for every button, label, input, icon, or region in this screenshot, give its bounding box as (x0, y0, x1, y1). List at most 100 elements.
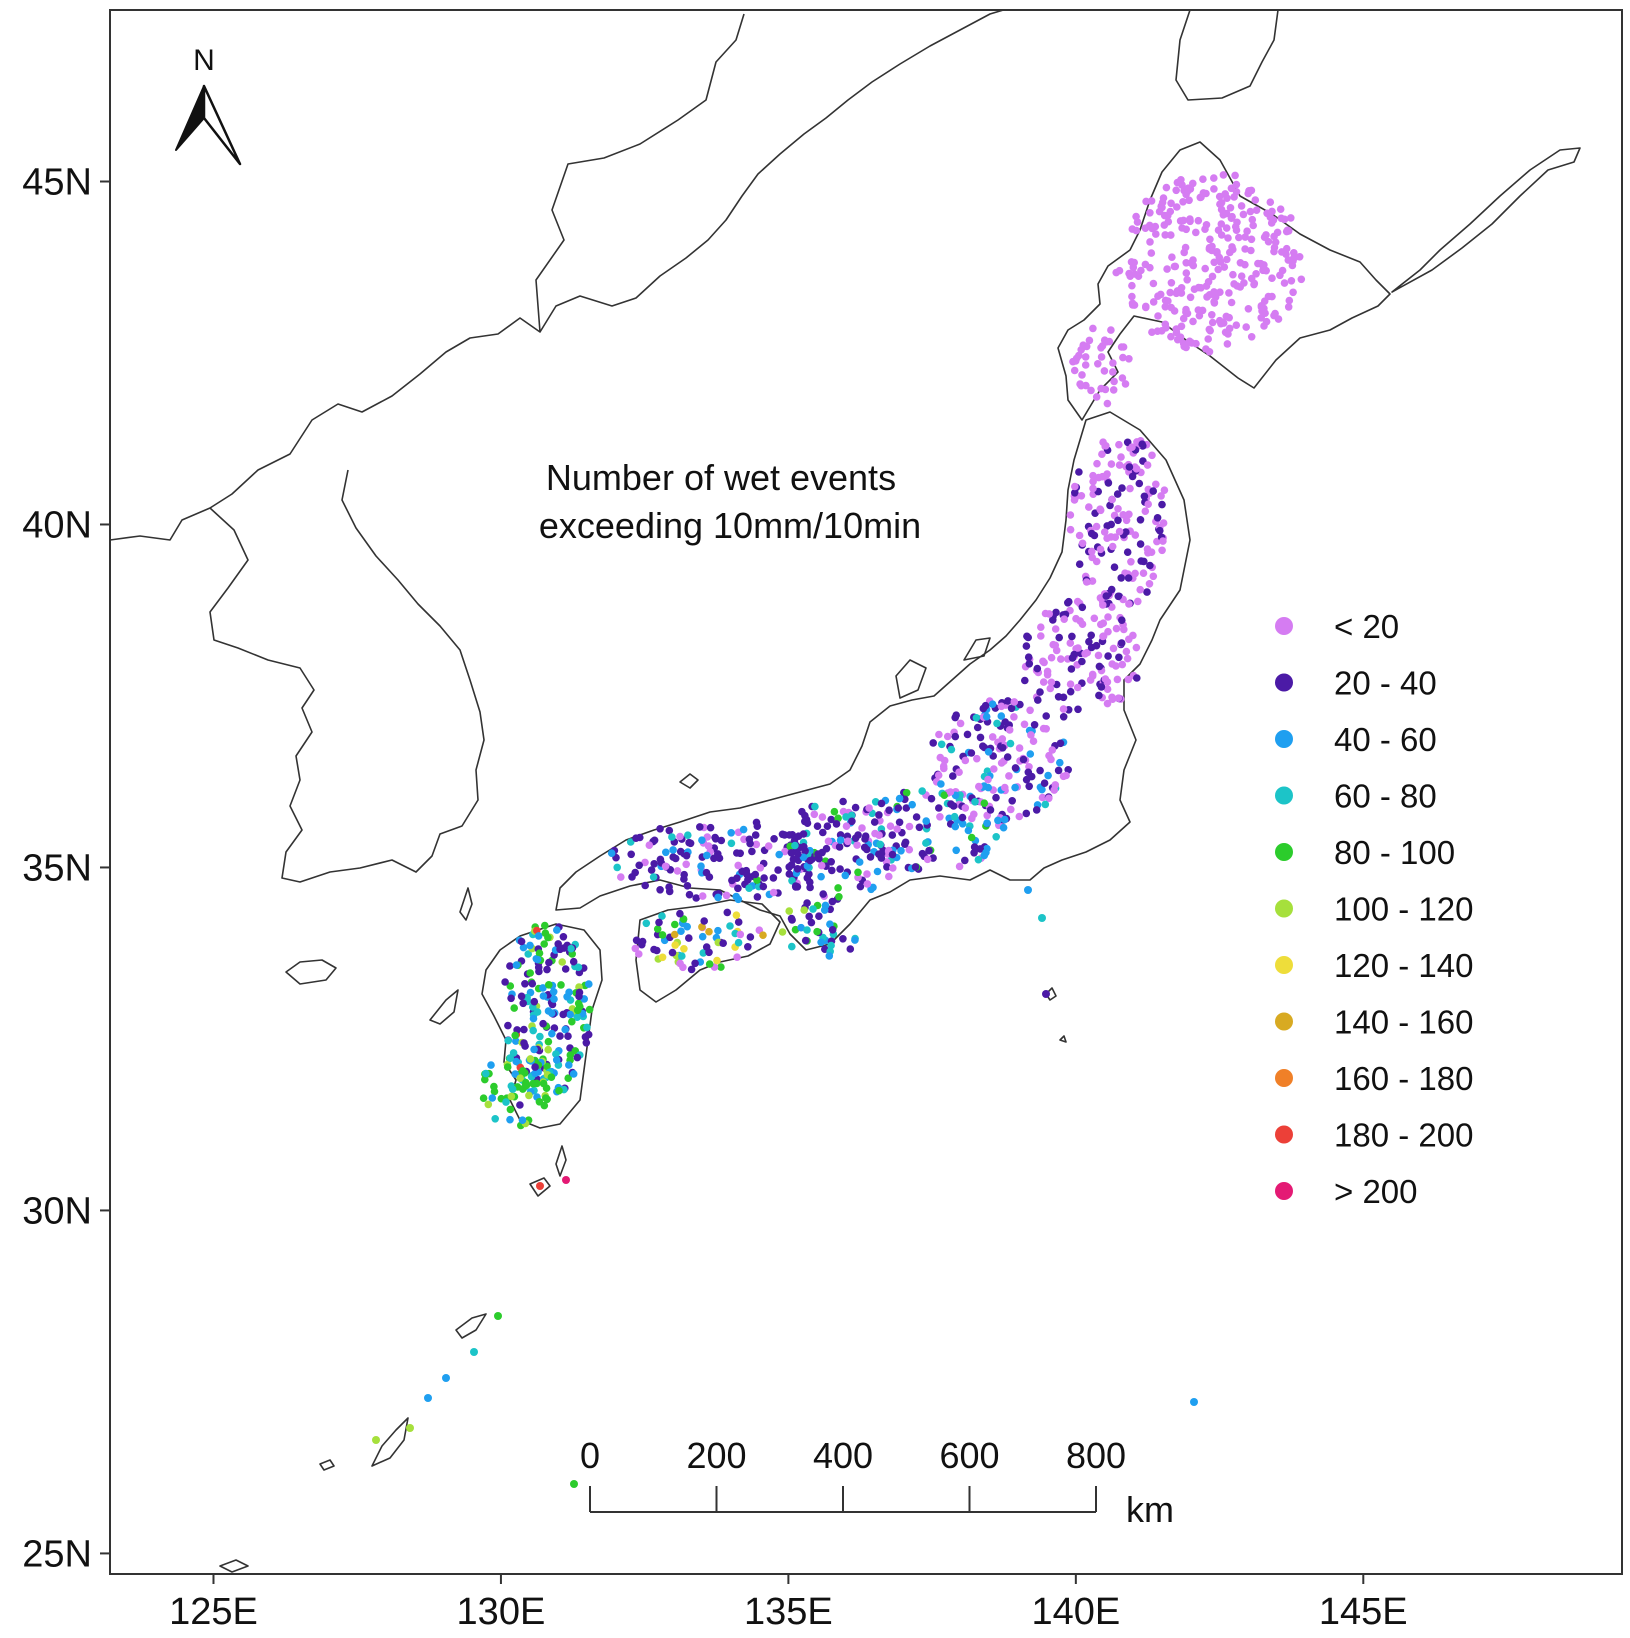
station-dot (815, 912, 823, 920)
station-dot (769, 888, 778, 897)
station-dot (785, 863, 793, 871)
station-dot (1104, 479, 1113, 487)
station-dot (980, 851, 989, 860)
station-dot (481, 1075, 489, 1084)
station-dot (511, 1031, 519, 1040)
shikoku-coastline (635, 899, 781, 1003)
station-dot (1128, 281, 1136, 290)
station-dot (1123, 548, 1132, 556)
station-dot (1122, 516, 1131, 525)
station-dot (524, 950, 532, 958)
station-dot (722, 891, 731, 900)
station-dot (799, 853, 808, 862)
station-dot (649, 873, 658, 881)
station-dot (1145, 580, 1154, 588)
station-dot (1225, 313, 1233, 322)
station-dot (1085, 336, 1094, 345)
station-dot (973, 723, 982, 732)
station-dot (1179, 339, 1188, 348)
station-dot (533, 955, 542, 964)
station-dot (511, 1070, 519, 1078)
station-dot (994, 816, 1002, 825)
station-dot (1248, 215, 1257, 224)
station-dot (1107, 326, 1115, 334)
station-dot (512, 1037, 520, 1045)
station-dot (1073, 597, 1082, 606)
station-dot (1215, 192, 1224, 201)
station-dot (936, 753, 945, 762)
station-dot (997, 702, 1006, 711)
station-dot (1205, 245, 1214, 253)
station-dot (866, 853, 875, 861)
station-dot (990, 765, 998, 773)
station-dot (544, 1045, 552, 1054)
legend-label: 60 - 80 (1334, 778, 1437, 815)
lon-tick-label: 140E (1031, 1591, 1120, 1633)
map-title-line-2: exceeding 10mm/10min (539, 505, 921, 546)
station-dot (830, 807, 839, 816)
station-dot (1247, 333, 1256, 341)
station-dot (1103, 522, 1111, 530)
station-dot (671, 920, 679, 929)
station-dot (1201, 264, 1209, 273)
station-dot (1096, 545, 1105, 554)
station-dot (506, 1115, 514, 1124)
station-dot (1178, 224, 1186, 232)
station-dot (1290, 249, 1298, 257)
station-dot (1109, 359, 1117, 367)
station-dot (832, 820, 841, 828)
station-dot (951, 822, 960, 831)
station-dot (1038, 785, 1046, 794)
station-dot (1039, 678, 1048, 686)
station-dot (491, 1115, 500, 1123)
station-dot (937, 780, 945, 788)
station-dot (1173, 203, 1181, 211)
station-dot (503, 1063, 512, 1071)
station-dot (819, 828, 827, 837)
station-dot (1190, 285, 1199, 294)
station-dot (1082, 578, 1091, 586)
station-dot (726, 922, 734, 930)
station-dot (1219, 171, 1228, 179)
station-dot (490, 1087, 499, 1096)
station-dot (665, 883, 673, 891)
station-dot (539, 984, 547, 992)
station-dot (827, 858, 835, 866)
station-dot (1071, 489, 1079, 497)
station-dot (1011, 783, 1019, 792)
station-dot (836, 836, 845, 844)
station-dot (1125, 510, 1133, 519)
station-dot (504, 1036, 512, 1045)
station-dot (549, 988, 558, 996)
station-dot (946, 788, 955, 796)
station-dot (516, 1101, 524, 1109)
station-dot (617, 873, 625, 881)
station-dot (841, 871, 850, 880)
station-dot (901, 838, 910, 847)
station-dot (955, 862, 964, 871)
station-dot (534, 963, 543, 972)
station-dot (1103, 678, 1112, 686)
station-dot (1176, 333, 1185, 342)
station-dot (751, 831, 760, 839)
station-dot (1110, 563, 1119, 571)
station-dot (1115, 461, 1124, 469)
station-dot (1289, 257, 1297, 265)
station-dot (504, 1021, 512, 1030)
station-dot (877, 799, 886, 808)
station-dot (1114, 592, 1123, 601)
station-dot (544, 1007, 553, 1015)
lon-tick-label: 135E (744, 1591, 833, 1633)
station-dot (562, 1176, 570, 1184)
station-dot (967, 749, 976, 757)
station-dot (1268, 207, 1276, 216)
station-dot (542, 1084, 551, 1092)
station-dot (979, 742, 987, 750)
station-dot (1179, 216, 1188, 225)
station-dot (656, 825, 664, 833)
station-dot (934, 771, 943, 779)
station-dot (1141, 224, 1150, 232)
station-dot (1189, 179, 1197, 188)
station-dot (873, 867, 882, 876)
station-dot (813, 927, 821, 936)
